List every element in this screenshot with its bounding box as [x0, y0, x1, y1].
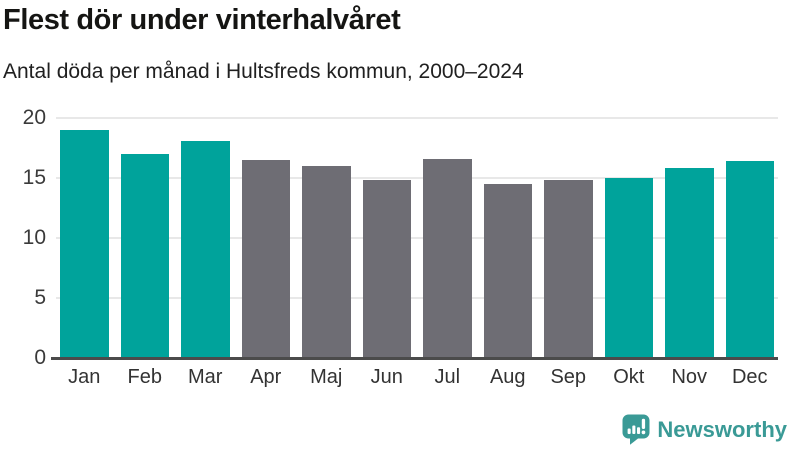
gridline-20 [56, 117, 778, 119]
x-axis-label-mar: Mar [188, 366, 223, 388]
newsworthy-logo-icon [622, 414, 650, 445]
y-axis-label-15: 15 [22, 166, 46, 189]
bar-jun [362, 180, 411, 358]
x-axis-label-nov: Nov [671, 366, 708, 388]
bar-feb [120, 154, 169, 358]
page-subtitle: Antal döda per månad i Hultsfreds kommun… [3, 60, 524, 83]
x-axis-label-jul: Jul [434, 366, 461, 388]
gridline-15 [56, 177, 778, 179]
bar-nov [665, 168, 714, 358]
bar-apr [241, 160, 290, 358]
x-axis-labels: Jan Feb Mar Apr Maj Jun Jul Aug Sep Okt Nov Dec [56, 366, 778, 389]
x-axis-line [51, 357, 778, 360]
x-axis-label-apr: Apr [250, 366, 282, 388]
bar-sep [544, 180, 593, 358]
y-axis-label-0: 0 [34, 346, 46, 369]
bar-maj [302, 166, 351, 358]
brand-name: Newsworthy [657, 416, 787, 442]
bar-jul [423, 158, 472, 358]
x-axis-label-jun: Jun [370, 366, 403, 388]
bar-dec [725, 161, 774, 358]
brand-logo: Newsworthy [622, 414, 787, 445]
y-axis-label-10: 10 [22, 226, 46, 249]
bar-okt [604, 178, 653, 358]
y-axis-labels: 0 5 10 15 20 [0, 107, 46, 369]
page-title: Flest dör under vinterhalvåret [3, 4, 401, 36]
y-axis-label-5: 5 [34, 286, 46, 309]
y-axis-label-20: 20 [22, 106, 46, 129]
bar-series [56, 118, 778, 358]
gridline-10 [56, 237, 778, 239]
x-axis-label-sep: Sep [550, 366, 587, 388]
bar-chart-plot-area [51, 117, 778, 360]
bar-jan [60, 130, 109, 358]
x-axis-label-feb: Feb [127, 366, 162, 388]
x-axis-label-jan: Jan [68, 366, 101, 388]
x-axis-label-aug: Aug [489, 366, 526, 388]
x-axis-label-maj: Maj [310, 366, 343, 388]
gridline-5 [56, 297, 778, 299]
bar-mar [181, 140, 230, 358]
x-axis-label-okt: Okt [613, 366, 645, 388]
x-axis-label-dec: Dec [731, 366, 768, 388]
bar-aug [483, 184, 532, 358]
